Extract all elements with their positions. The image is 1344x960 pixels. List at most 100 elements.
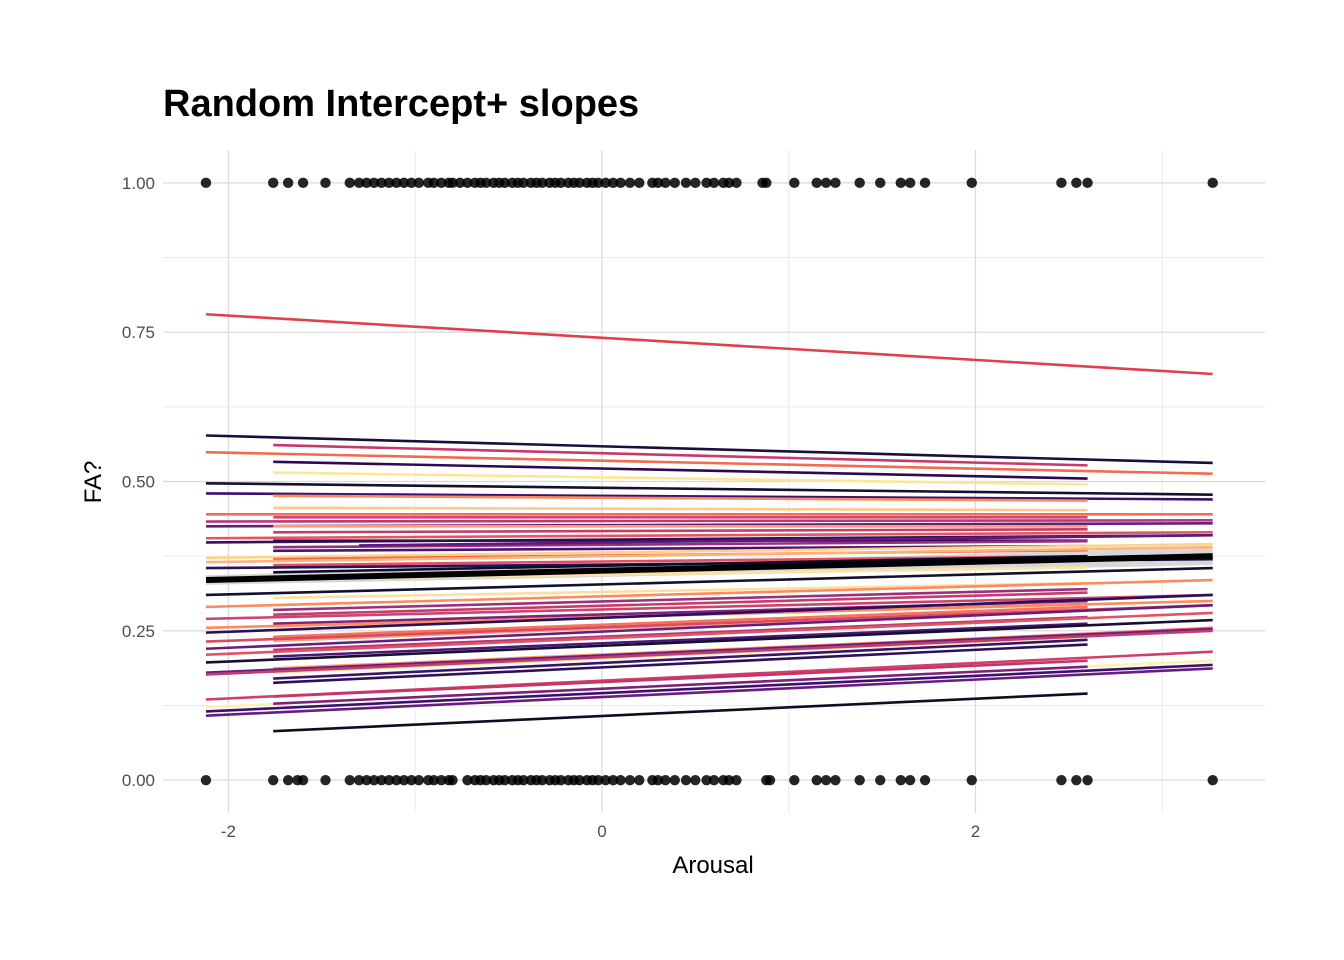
data-point [1071, 177, 1082, 189]
data-point [200, 774, 212, 786]
data-point [708, 177, 720, 189]
series-line [273, 605, 1088, 639]
data-point [282, 774, 294, 786]
series-line [273, 591, 1088, 616]
data-point [731, 177, 742, 189]
data-point [200, 177, 212, 189]
data-point [574, 774, 585, 786]
data-point [669, 774, 680, 786]
data-point [297, 177, 309, 189]
data-point [690, 774, 701, 786]
series-line [273, 460, 1088, 480]
data-point [1056, 177, 1067, 189]
data-point [820, 774, 832, 786]
series-line [273, 471, 1088, 486]
series-line [273, 539, 1088, 549]
data-point [383, 177, 395, 189]
data-point [895, 177, 906, 189]
data-point [600, 774, 611, 786]
data-point [761, 177, 772, 189]
x-tick-label: 0 [597, 822, 606, 841]
data-point [499, 177, 511, 189]
data-point [669, 177, 680, 189]
series-line [205, 593, 1213, 621]
x-tick-label: 2 [971, 822, 980, 841]
data-point [904, 774, 916, 786]
data-point [764, 774, 776, 786]
data-point [624, 774, 636, 786]
data-point [789, 177, 800, 189]
series-line [205, 663, 1213, 713]
grid-major [163, 150, 1265, 813]
y-axis-title: FA? [80, 461, 107, 504]
data-point [1082, 774, 1093, 786]
series-line [205, 530, 1213, 540]
data-point [320, 774, 331, 786]
series-line [273, 506, 1088, 512]
series-line [205, 611, 1213, 657]
data-point [830, 774, 841, 786]
data-point [660, 774, 671, 786]
data-point [1082, 177, 1093, 189]
data-point [904, 177, 916, 189]
data-point [406, 774, 417, 786]
data-point [353, 177, 365, 189]
y-tick-labels: 0.00 0.25 0.50 0.75 1.00 [122, 174, 155, 790]
data-point [607, 774, 619, 786]
data-point [592, 177, 604, 189]
data-point [1056, 774, 1067, 786]
data-point [789, 774, 800, 786]
data-point [376, 177, 387, 189]
series-line [273, 443, 1088, 467]
series-line [273, 622, 1088, 658]
data-point [406, 177, 417, 189]
data-point [462, 774, 473, 786]
data-point [413, 774, 425, 786]
series-line [205, 519, 1213, 523]
data-point [555, 774, 567, 786]
data-point [480, 774, 492, 786]
data-point [919, 774, 931, 786]
series-line [273, 527, 1088, 534]
y-tick-label: 1.00 [122, 174, 155, 193]
series-line [205, 481, 1213, 496]
data-point [398, 177, 410, 189]
data-point [436, 177, 447, 189]
data-point [895, 774, 906, 786]
data-point [966, 177, 977, 189]
series-line [205, 629, 1213, 676]
data-point [854, 177, 865, 189]
data-point [536, 774, 548, 786]
series-line [205, 542, 1213, 560]
data-point [592, 774, 604, 786]
data-point [1207, 177, 1218, 189]
data-point [1207, 774, 1218, 786]
series-line [205, 434, 1213, 465]
data-point [919, 177, 931, 189]
data-point [428, 177, 440, 189]
data-point [634, 177, 645, 189]
data-point [690, 177, 701, 189]
data-point [436, 774, 447, 786]
data-point [680, 774, 692, 786]
data-point [320, 177, 331, 189]
series-line [273, 665, 1088, 705]
data-point [701, 177, 712, 189]
data-point [830, 177, 841, 189]
series-line [205, 593, 1213, 634]
data-point [854, 774, 865, 786]
data-point [615, 177, 626, 189]
x-axis-title: Arousal [672, 852, 753, 879]
series-line [273, 659, 1088, 698]
data-point [723, 774, 735, 786]
data-point [634, 774, 645, 786]
series-line [205, 545, 1213, 564]
series-line [273, 638, 1088, 680]
subject-lines [205, 312, 1213, 733]
data-point [574, 177, 585, 189]
data-point [499, 774, 511, 786]
data-point [462, 177, 473, 189]
data-point [518, 774, 529, 786]
data-point [353, 774, 365, 786]
data-point [268, 177, 279, 189]
